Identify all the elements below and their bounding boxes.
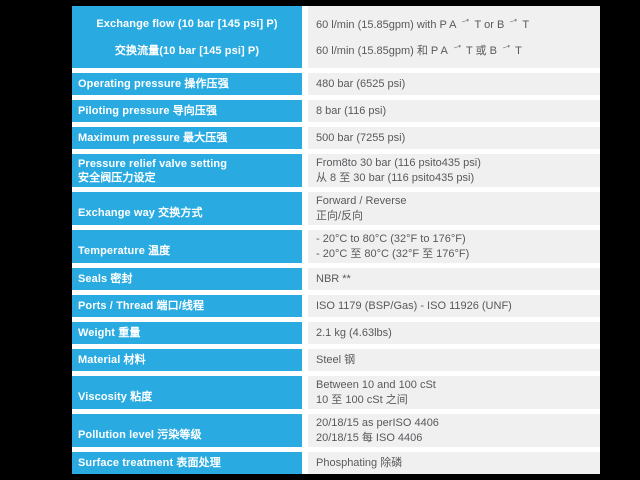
label-line: 安全阀压力设定 — [78, 171, 156, 184]
spec-value-material: Steel 钢 — [308, 349, 600, 371]
label-line: 交换流量(10 bar [145 psi] P) — [114, 44, 260, 57]
value-text: T or B — [471, 19, 508, 31]
spec-row-pressure-relief-valve-setting: Pressure relief valve setting 安全阀压力设定 From… — [72, 154, 600, 187]
value-text: 60 l/min (15.85gpm) with P A — [316, 19, 460, 31]
value-line: Forward / Reverse — [316, 194, 407, 207]
label-line: Surface treatment 表面处理 — [78, 457, 221, 469]
spec-value-pressure-relief-valve-setting: From8to 30 bar (116 psito435 psi) 从 8 至 3… — [308, 154, 600, 187]
spec-value-surface-treatment: Phosphating 除磷 — [308, 452, 600, 474]
value-line: 20/18/15 as perISO 4406 — [316, 416, 439, 429]
value-line: NBR ** — [316, 272, 351, 285]
spec-label-material: Material 材料 — [72, 349, 302, 371]
spec-label-weight: Weight 重量 — [72, 322, 302, 344]
value-line: Phosphating 除磷 — [316, 456, 403, 469]
spec-table: Exchange flow (10 bar [145 psi] P) 交换流量(1… — [72, 6, 600, 474]
spec-value-viscosity: Between 10 and 100 cSt 10 至 100 cSt 之间 — [308, 376, 600, 409]
spec-label-pressure-relief-valve-setting: Pressure relief valve setting 安全阀压力设定 — [72, 154, 302, 187]
label-line: Ports / Thread 端口/线程 — [78, 300, 205, 312]
value-text: T — [519, 19, 530, 31]
spec-label-pollution-level: Pollution level 污染等级 — [72, 414, 302, 447]
spec-label-exchange-way: Exchange way 交换方式 — [72, 192, 302, 225]
label-line: Piloting pressure 导向压强 — [78, 105, 218, 117]
label-line: Maximum pressure 最大压强 — [78, 132, 228, 144]
label-line: Seals 密封 — [78, 273, 133, 285]
spec-row-ports-thread: Ports / Thread 端口/线程 ISO 1179 (BSP/Gas) -… — [72, 295, 600, 317]
spec-row-operating-pressure: Operating pressure 操作压强 480 bar (6525 psi… — [72, 73, 600, 95]
value-line: 480 bar (6525 psi) — [316, 77, 406, 90]
value-text: 60 l/min (15.85gpm) 和 P A — [316, 45, 451, 57]
value-line: From8to 30 bar (116 psito435 psi) — [316, 156, 481, 169]
spec-row-exchange-flow: Exchange flow (10 bar [145 psi] P) 交换流量(1… — [72, 6, 600, 68]
spec-row-seals: Seals 密封 NBR ** — [72, 268, 600, 290]
spec-label-viscosity: Viscosity 粘度 — [72, 376, 302, 409]
spec-value-seals: NBR ** — [308, 268, 600, 290]
label-line: Exchange flow (10 bar [145 psi] P) — [96, 17, 278, 30]
spec-value-piloting-pressure: 8 bar (116 psi) — [308, 100, 600, 122]
value-text: T — [512, 45, 522, 57]
value-line: 60 l/min (15.85gpm) 和 P A → T 或 B → T — [316, 37, 592, 59]
spec-label-operating-pressure: Operating pressure 操作压强 — [72, 73, 302, 95]
value-line: Steel 钢 — [316, 353, 356, 366]
spec-label-surface-treatment: Surface treatment 表面处理 — [72, 452, 302, 474]
value-line: ISO 1179 (BSP/Gas) - ISO 11926 (UNF) — [316, 299, 512, 312]
spec-row-viscosity: Viscosity 粘度 Between 10 and 100 cSt 10 至 1… — [72, 376, 600, 409]
spec-row-material: Material 材料 Steel 钢 — [72, 349, 600, 371]
label-line: Pressure relief valve setting — [78, 157, 228, 170]
spec-label-ports-thread: Ports / Thread 端口/线程 — [72, 295, 302, 317]
spec-value-operating-pressure: 480 bar (6525 psi) — [308, 73, 600, 95]
label-line: Pollution level 污染等级 — [78, 429, 202, 441]
spec-label-seals: Seals 密封 — [72, 268, 302, 290]
label-line: Viscosity 粘度 — [78, 391, 153, 403]
label-line: Operating pressure 操作压强 — [78, 78, 229, 90]
value-line: - 20°C 至 80°C (32°F 至 176°F) — [316, 247, 470, 260]
spec-row-exchange-way: Exchange way 交换方式 Forward / Reverse 正向/反向 — [72, 192, 600, 225]
value-line: 正向/反向 — [316, 209, 364, 222]
value-line: 500 bar (7255 psi) — [316, 131, 406, 144]
spec-row-pollution-level: Pollution level 污染等级 20/18/15 as perISO 4… — [72, 414, 600, 447]
spec-row-piloting-pressure: Piloting pressure 导向压强 8 bar (116 psi) — [72, 100, 600, 122]
value-line: Between 10 and 100 cSt — [316, 378, 436, 391]
value-line: 60 l/min (15.85gpm) with P A → T or B → … — [316, 11, 592, 33]
value-line: 2.1 kg (4.63lbs) — [316, 326, 392, 339]
value-line: 8 bar (116 psi) — [316, 104, 387, 117]
value-line: 20/18/15 每 ISO 4406 — [316, 431, 423, 444]
spec-row-temperature: Temperature 温度 - 20°C to 80°C (32°F to 17… — [72, 230, 600, 263]
spec-value-maximum-pressure: 500 bar (7255 psi) — [308, 127, 600, 149]
spec-row-maximum-pressure: Maximum pressure 最大压强 500 bar (7255 psi) — [72, 127, 600, 149]
spec-value-weight: 2.1 kg (4.63lbs) — [308, 322, 600, 344]
spec-value-pollution-level: 20/18/15 as perISO 4406 20/18/15 每 ISO 44… — [308, 414, 600, 447]
spec-row-weight: Weight 重量 2.1 kg (4.63lbs) — [72, 322, 600, 344]
spec-row-surface-treatment: Surface treatment 表面处理 Phosphating 除磷 — [72, 452, 600, 474]
spec-value-exchange-flow: 60 l/min (15.85gpm) with P A → T or B → … — [308, 6, 600, 68]
value-line: - 20°C to 80°C (32°F to 176°F) — [316, 232, 466, 245]
spec-label-exchange-flow: Exchange flow (10 bar [145 psi] P) 交换流量(1… — [72, 6, 302, 68]
label-line: Weight 重量 — [78, 327, 141, 339]
spec-value-ports-thread: ISO 1179 (BSP/Gas) - ISO 11926 (UNF) — [308, 295, 600, 317]
label-line: Temperature 温度 — [78, 245, 171, 257]
spec-label-maximum-pressure: Maximum pressure 最大压强 — [72, 127, 302, 149]
value-line: 从 8 至 30 bar (116 psito435 psi) — [316, 171, 475, 184]
value-line: 10 至 100 cSt 之间 — [316, 393, 408, 406]
spec-value-exchange-way: Forward / Reverse 正向/反向 — [308, 192, 600, 225]
spec-value-temperature: - 20°C to 80°C (32°F to 176°F) - 20°C 至 8… — [308, 230, 600, 263]
spec-label-temperature: Temperature 温度 — [72, 230, 302, 263]
spec-label-piloting-pressure: Piloting pressure 导向压强 — [72, 100, 302, 122]
value-text: T 或 B — [462, 45, 501, 57]
label-line: Exchange way 交换方式 — [78, 207, 203, 219]
label-line: Material 材料 — [78, 354, 146, 366]
